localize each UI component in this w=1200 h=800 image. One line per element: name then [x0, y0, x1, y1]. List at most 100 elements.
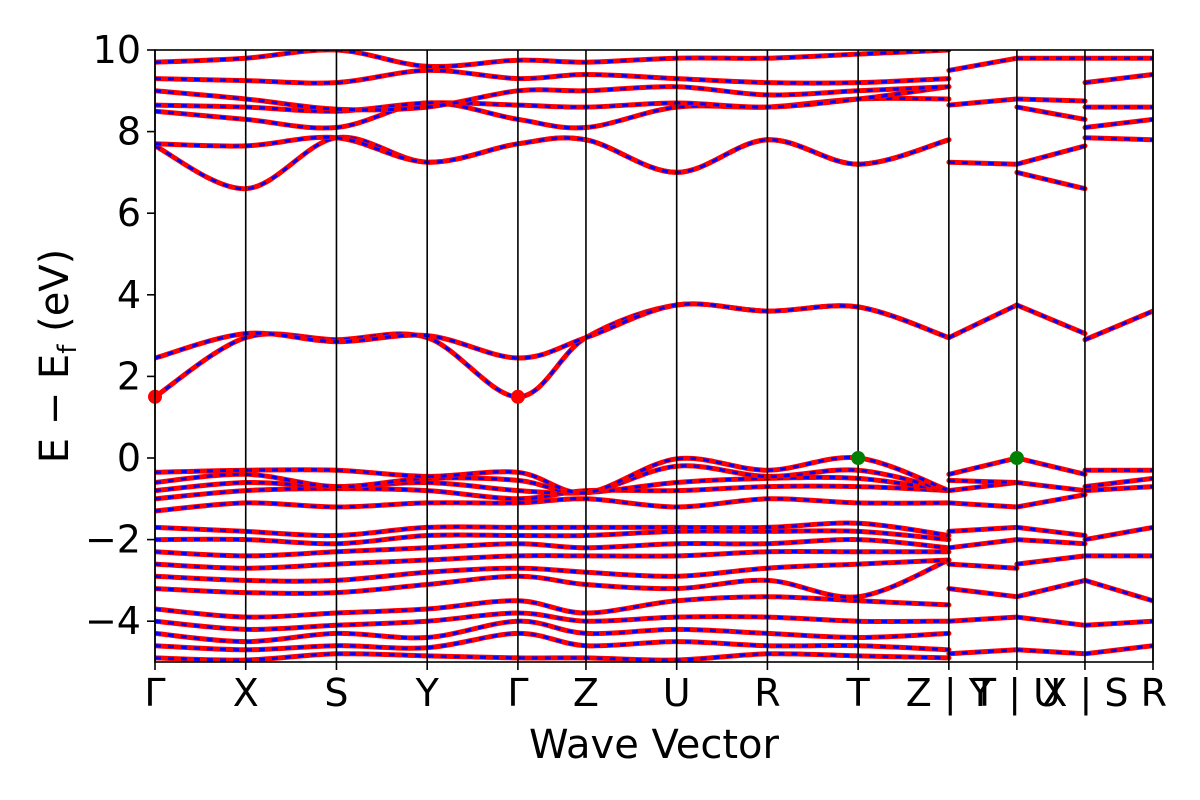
- band-line-overlay: [1016, 615, 1086, 627]
- x-tick-label: U: [663, 671, 691, 715]
- band-line-overlay: [1016, 554, 1086, 566]
- band-line-overlay: [948, 615, 1017, 623]
- band-line-overlay: [155, 497, 949, 513]
- band-line-overlay: [155, 50, 949, 69]
- band-line: [1014, 614, 1088, 628]
- band-line-overlay: [1084, 73, 1153, 85]
- band-line-overlay: [1016, 578, 1086, 599]
- band-line-overlay: [948, 525, 1017, 533]
- band-line-overlay: [155, 68, 949, 85]
- x-tick-label: T: [846, 671, 871, 715]
- y-axis-label-main: E − E: [32, 354, 78, 464]
- band-line: [1014, 492, 1088, 510]
- band-line-overlay: [1016, 303, 1086, 335]
- band-line-overlay: [948, 587, 1018, 599]
- x-axis-ticks: Γ X S Y Γ Z U R T Z | YT | UX | S R: [144, 662, 1167, 716]
- band-line-overlay: [948, 303, 1018, 339]
- band-line-overlay: [948, 56, 1018, 72]
- band-line-overlay: [155, 521, 950, 538]
- band-line-overlay: [155, 611, 949, 631]
- band-line-overlay: [948, 160, 1017, 166]
- x-tick-label: X | S: [1041, 671, 1128, 716]
- band-line-overlay: [155, 652, 949, 662]
- y-tick-label: 0: [117, 436, 141, 480]
- y-axis-ticks: −4 −2 0 2 4 6 8 10: [85, 28, 155, 643]
- band-line-overlay: [1084, 136, 1153, 142]
- kpoint-lines: [154, 50, 1154, 662]
- x-tick-label: R: [1141, 671, 1167, 715]
- band-line-overlay: [1016, 493, 1086, 509]
- band-line: [1082, 308, 1153, 343]
- band-line-overlay: [155, 631, 949, 652]
- band-line-overlay: [948, 538, 1018, 550]
- x-tick-label: T | U: [972, 671, 1061, 716]
- band-line: [946, 302, 1020, 341]
- band-line-overlay: [1016, 97, 1086, 103]
- band-line: [1014, 480, 1088, 494]
- y-axis-label: E − Ef (eV): [32, 249, 83, 464]
- band-line-overlay: [1084, 485, 1153, 493]
- band-line: [1014, 169, 1088, 192]
- band-line-overlay: [948, 648, 1017, 656]
- y-tick-label: −4: [85, 599, 141, 643]
- band-line-overlay: [1084, 525, 1153, 542]
- band-line: [1014, 143, 1088, 167]
- band-line-overlay: [948, 478, 1017, 484]
- band-line: [1014, 104, 1088, 122]
- x-tick-label: R: [754, 671, 780, 715]
- x-tick-label: X: [233, 671, 259, 715]
- y-tick-label: 10: [93, 28, 141, 72]
- band-line: [155, 50, 952, 70]
- band-line-overlay: [1084, 309, 1153, 342]
- band-line: [1014, 302, 1088, 337]
- y-axis-label-subscript: f: [53, 344, 83, 354]
- band-line-overlay: [1084, 476, 1153, 489]
- band-line-overlay: [948, 97, 1018, 107]
- y-axis-label-unit: (eV): [32, 249, 78, 345]
- band-line-overlay: [948, 501, 1017, 509]
- band-line-overlay: [155, 538, 950, 558]
- band-line-overlay: [155, 302, 950, 360]
- band-line-overlay: [155, 475, 950, 495]
- vbm-marker: [851, 451, 866, 465]
- band-line-overlay: [155, 558, 949, 583]
- band-line-overlay: [1016, 538, 1086, 546]
- band-line: [1014, 577, 1088, 600]
- band-line-overlay: [1016, 170, 1086, 191]
- x-tick-label: Γ: [507, 671, 528, 715]
- band-line-overlay: [155, 550, 949, 570]
- x-tick-label: Z: [573, 671, 599, 715]
- band-line-overlay: [155, 464, 950, 495]
- band-line-overlay: [1016, 105, 1086, 121]
- x-tick-label: Z | Y: [906, 671, 993, 716]
- band-line-overlay: [1084, 619, 1153, 627]
- band-line-overlay: [155, 529, 950, 546]
- band-line-overlay: [1016, 481, 1086, 493]
- band-line: [1014, 455, 1088, 477]
- y-tick-label: 4: [117, 273, 141, 317]
- band-line: [1014, 553, 1088, 567]
- band-line-overlay: [1084, 578, 1153, 603]
- band-line: [1014, 524, 1088, 538]
- band-line-overlay: [155, 595, 949, 619]
- band-line-overlay: [155, 85, 950, 113]
- band-line-overlay: [1084, 117, 1153, 129]
- cbm-marker: [510, 389, 525, 404]
- band-line-overlay: [155, 85, 949, 112]
- vbm-marker: [1009, 451, 1024, 465]
- band-line-overlay: [1084, 644, 1153, 656]
- x-axis-label: Wave Vector: [529, 722, 780, 768]
- band-line-overlay: [1016, 648, 1086, 656]
- band-line-overlay: [948, 562, 1017, 570]
- band-line-overlay: [155, 484, 949, 501]
- bands-layer: [155, 50, 1153, 662]
- band-line-overlay: [948, 481, 1018, 493]
- x-tick-label: S: [324, 671, 348, 715]
- y-tick-label: 2: [117, 354, 141, 398]
- band-line-overlay: [155, 456, 950, 495]
- band-line-overlay: [155, 558, 950, 599]
- y-tick-label: 8: [117, 110, 141, 154]
- band-line: [946, 455, 1020, 477]
- band-line: [1082, 524, 1153, 543]
